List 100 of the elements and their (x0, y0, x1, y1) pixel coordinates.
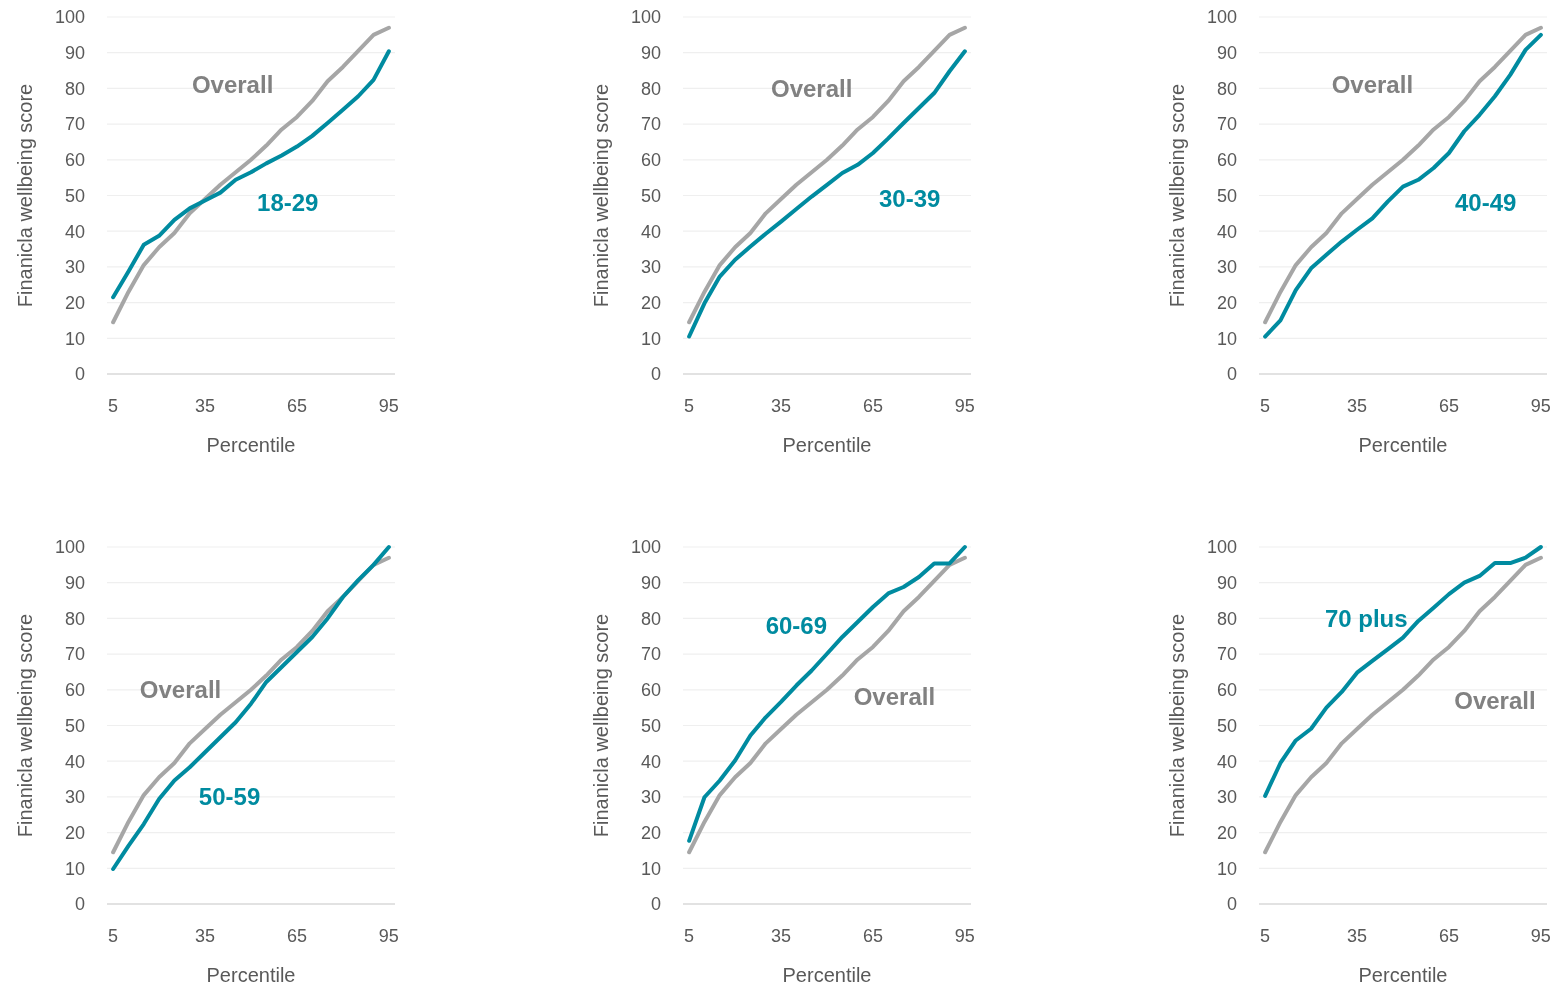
y-tick-label: 90 (640, 573, 661, 593)
y-tick-label: 10 (64, 328, 85, 349)
series-label: Overall (1331, 71, 1414, 99)
y-tick-label: 100 (630, 7, 661, 28)
y-tick-label: 70 (640, 114, 661, 135)
y-tick-label: 30 (640, 257, 661, 278)
series-label: 50-59 (198, 783, 261, 811)
y-tick-label: 30 (1216, 787, 1237, 808)
y-axis-title: Finanicla wellbeing score (14, 613, 36, 838)
series-label: Overall (853, 683, 936, 711)
x-tick-label: 95 (954, 396, 975, 416)
y-tick-label: 100 (630, 537, 661, 558)
y-tick-label: 30 (1216, 257, 1237, 278)
y-tick-label: 90 (64, 43, 85, 63)
x-tick-label: 65 (862, 926, 883, 946)
x-axis-title: Percentile (206, 964, 296, 986)
y-tick-label: 40 (1216, 221, 1237, 242)
y-tick-label: 40 (640, 221, 661, 242)
y-tick-label: 40 (64, 751, 85, 772)
y-axis-title: Finanicla wellbeing score (1166, 613, 1188, 838)
x-tick-label: 95 (1530, 396, 1551, 416)
y-tick-label: 60 (640, 680, 661, 701)
y-tick-label: 80 (640, 78, 661, 99)
x-tick-label: 35 (771, 926, 792, 946)
y-tick-label: 70 (64, 114, 85, 135)
series-label: 60-69 (765, 611, 828, 639)
y-tick-label: 60 (64, 150, 85, 171)
y-tick-label: 20 (64, 292, 85, 313)
x-tick-label: 65 (862, 396, 883, 416)
y-tick-label: 20 (64, 822, 85, 843)
y-tick-label: 0 (650, 894, 661, 915)
y-tick-label: 10 (640, 328, 661, 349)
y-tick-label: 60 (1216, 680, 1237, 701)
y-tick-label: 80 (64, 608, 85, 629)
y-tick-label: 30 (64, 787, 85, 808)
y-axis-title: Finanicla wellbeing score (14, 83, 36, 308)
y-tick-label: 70 (640, 644, 661, 665)
y-tick-label: 30 (640, 787, 661, 808)
series-label: Overall (770, 74, 853, 102)
y-tick-label: 40 (1216, 751, 1237, 772)
line-series (111, 25, 391, 325)
y-tick-label: 50 (64, 185, 85, 206)
y-tick-label: 50 (1216, 185, 1237, 206)
y-tick-label: 90 (1216, 43, 1237, 63)
x-tick-label: 65 (1438, 396, 1459, 416)
y-axis-title: Finanicla wellbeing score (1166, 83, 1188, 308)
x-axis-title: Percentile (782, 964, 872, 986)
y-tick-label: 40 (64, 221, 85, 242)
series-label: 18-29 (257, 189, 319, 217)
y-tick-label: 40 (640, 751, 661, 772)
x-tick-label: 35 (195, 926, 216, 946)
y-tick-label: 80 (1216, 78, 1237, 99)
y-tick-label: 70 (64, 644, 85, 665)
y-tick-label: 50 (1216, 715, 1237, 736)
x-tick-label: 35 (1347, 926, 1368, 946)
y-tick-label: 90 (1216, 573, 1237, 593)
y-tick-label: 60 (1216, 150, 1237, 171)
x-tick-label: 5 (108, 926, 119, 946)
series-label: Overall (139, 676, 222, 704)
y-tick-label: 50 (640, 715, 661, 736)
y-tick-label: 10 (640, 858, 661, 879)
y-tick-label: 60 (64, 680, 85, 701)
y-tick-label: 50 (64, 715, 85, 736)
x-axis-title: Percentile (1358, 964, 1448, 986)
y-tick-label: 80 (64, 78, 85, 99)
series-label: Overall (191, 71, 274, 99)
series-label: 70 plus (1324, 604, 1408, 632)
x-tick-label: 95 (378, 926, 399, 946)
y-axis-title: Finanicla wellbeing score (590, 613, 612, 838)
x-axis-title: Percentile (782, 434, 872, 456)
series-label: Overall (1454, 686, 1536, 714)
x-tick-label: 95 (378, 396, 399, 416)
x-tick-label: 5 (1260, 396, 1271, 416)
series-label: 40-49 (1455, 189, 1517, 217)
y-tick-label: 10 (1216, 328, 1237, 349)
y-tick-label: 0 (650, 364, 661, 385)
y-tick-label: 90 (640, 43, 661, 63)
y-tick-label: 0 (74, 894, 85, 915)
y-tick-label: 10 (1216, 858, 1237, 879)
y-tick-label: 80 (640, 608, 661, 629)
x-tick-label: 35 (1347, 396, 1368, 416)
x-tick-label: 95 (954, 926, 975, 946)
x-axis-title: Percentile (206, 434, 296, 456)
y-tick-label: 60 (640, 150, 661, 171)
y-tick-label: 100 (54, 537, 85, 558)
line-series (1263, 555, 1543, 855)
y-tick-label: 80 (1216, 608, 1237, 629)
x-axis-title: Percentile (1358, 434, 1448, 456)
y-tick-label: 0 (1226, 894, 1237, 915)
x-tick-label: 35 (771, 396, 792, 416)
y-tick-label: 100 (54, 7, 85, 28)
y-tick-label: 0 (74, 364, 85, 385)
y-tick-label: 20 (640, 822, 661, 843)
x-tick-label: 5 (108, 396, 119, 416)
x-tick-label: 5 (684, 926, 695, 946)
x-tick-label: 5 (1260, 926, 1271, 946)
y-tick-label: 20 (1216, 822, 1237, 843)
y-tick-label: 70 (1216, 644, 1237, 665)
y-tick-label: 70 (1216, 114, 1237, 135)
y-tick-label: 90 (64, 573, 85, 593)
